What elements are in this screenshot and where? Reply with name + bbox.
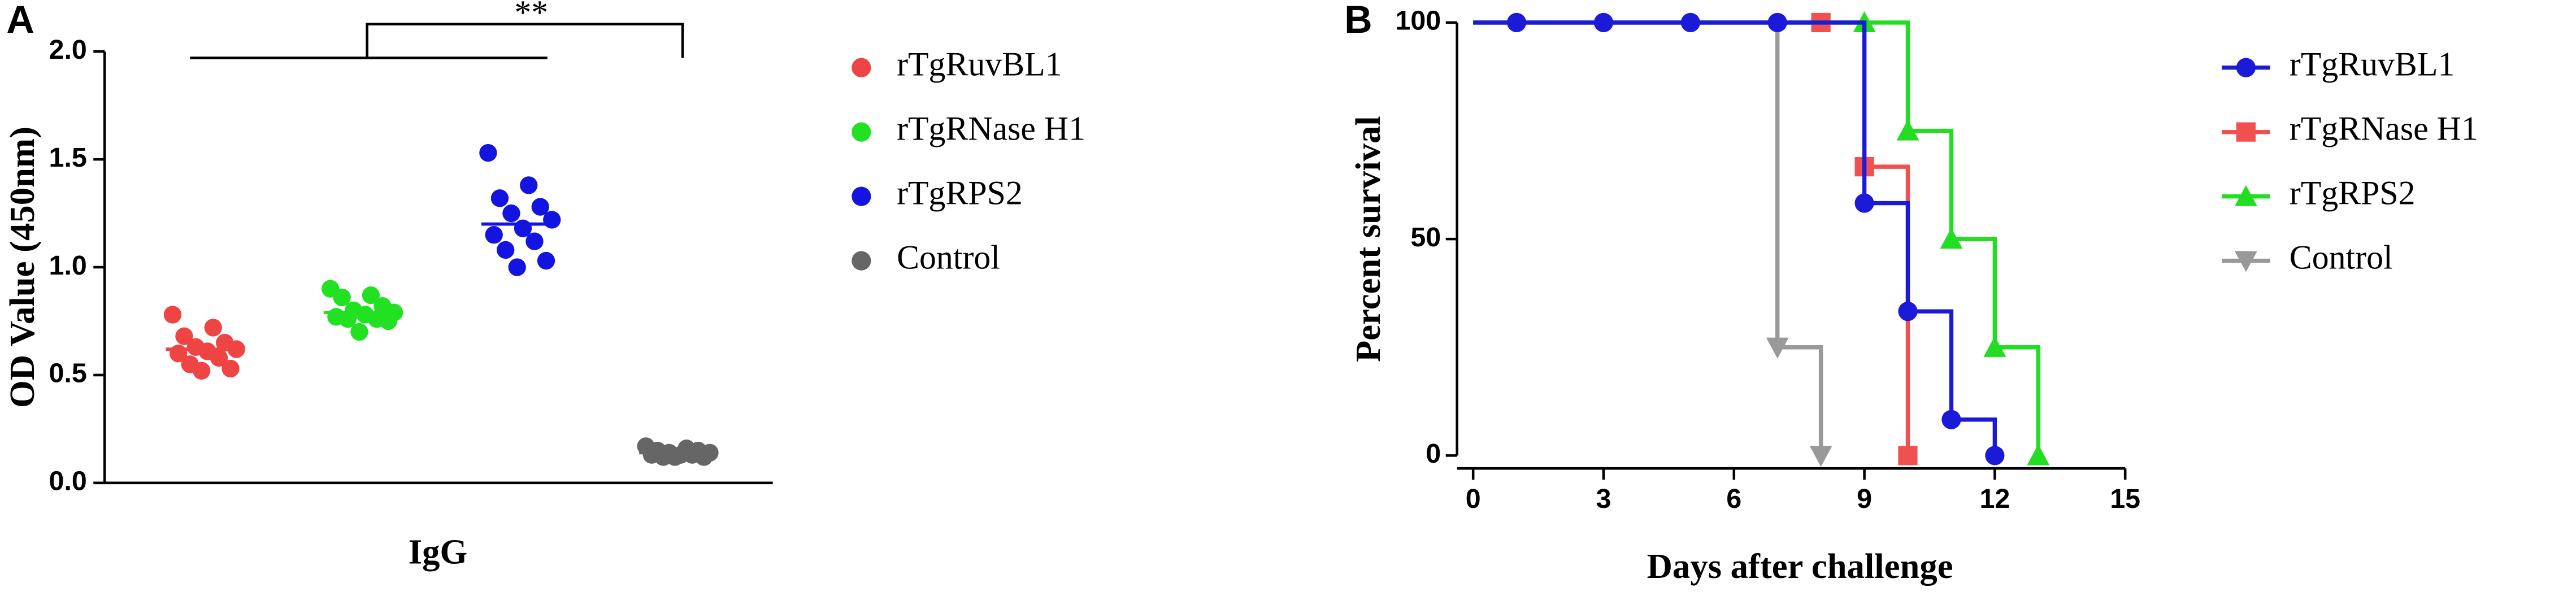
- marker: [1809, 446, 1832, 467]
- y-tick-label: 0.0: [49, 466, 87, 497]
- marker: [2027, 444, 2050, 466]
- marker: [2236, 122, 2256, 142]
- significance: **: [514, 0, 548, 31]
- dot: [338, 310, 357, 328]
- legend-marker: [852, 122, 871, 142]
- panel-label: A: [6, 0, 34, 41]
- legend-label: rTgRNase H1: [897, 110, 1085, 147]
- dot: [163, 306, 182, 324]
- dot: [666, 448, 684, 466]
- dot: [497, 241, 515, 259]
- dot: [479, 143, 497, 162]
- legend-marker: [852, 251, 871, 271]
- survival-line: [1473, 20, 2041, 456]
- y-tick-label: 2.0: [49, 34, 87, 65]
- survival-line: [1473, 20, 1823, 456]
- dot: [508, 258, 526, 276]
- legend-label: rTgRuvBL1: [897, 45, 1062, 82]
- x-tick-label: 6: [1726, 484, 1741, 514]
- y-tick-label: 0: [1426, 438, 1441, 469]
- legend-label: rTgRPS2: [2290, 174, 2416, 211]
- marker: [1593, 12, 1614, 32]
- dot: [221, 359, 240, 378]
- dot: [695, 448, 713, 466]
- legend-label: rTgRPS2: [897, 174, 1023, 211]
- marker: [2236, 58, 2256, 77]
- dot: [543, 211, 561, 229]
- dot: [502, 204, 520, 223]
- bracket: [366, 23, 684, 58]
- dot: [362, 286, 380, 304]
- y-axis-title: Percent survival: [1348, 116, 1388, 362]
- dot: [531, 198, 549, 216]
- marker: [1766, 337, 1789, 359]
- marker: [2234, 185, 2257, 206]
- marker: [1941, 410, 1961, 429]
- survival-line: [1473, 20, 1997, 456]
- dot: [210, 349, 228, 367]
- marker: [2234, 251, 2257, 272]
- marker: [1896, 119, 1919, 141]
- dot: [490, 189, 509, 207]
- y-tick-label: 100: [1395, 6, 1441, 36]
- x-tick-label: 15: [2110, 484, 2140, 514]
- dot: [193, 362, 211, 380]
- dot: [537, 251, 555, 270]
- legend-label: rTgRNase H1: [2290, 110, 2478, 147]
- marker: [1983, 336, 2006, 357]
- y-tick-label: 50: [1410, 222, 1441, 253]
- legend-marker: [852, 58, 871, 77]
- dot: [520, 176, 538, 194]
- dot: [525, 232, 544, 250]
- panel-label: B: [1344, 0, 1372, 41]
- y-tick-label: 1.5: [49, 142, 87, 173]
- marker: [1507, 12, 1527, 32]
- marker: [1940, 228, 1963, 249]
- legend-label: Control: [897, 238, 1000, 276]
- marker: [1898, 302, 1918, 321]
- survival-line: [1473, 20, 1910, 456]
- dot: [379, 312, 397, 330]
- dot: [204, 319, 222, 337]
- dot: [350, 323, 368, 341]
- axis: [103, 51, 773, 485]
- x-tick-label: 12: [1979, 484, 2010, 514]
- marker: [1898, 446, 1918, 466]
- legend-label: Control: [2290, 238, 2393, 276]
- x-tick-label: 3: [1596, 484, 1611, 514]
- legend-marker: [852, 186, 871, 206]
- dot: [175, 327, 193, 345]
- marker: [1767, 12, 1787, 32]
- x-tick-label: 0: [1466, 484, 1481, 514]
- x-tick-label: 9: [1857, 484, 1872, 514]
- marker: [1985, 446, 2005, 466]
- legend-label: rTgRuvBL1: [2290, 45, 2455, 82]
- marker: [1680, 12, 1700, 32]
- marker: [1854, 193, 1874, 213]
- x-axis-title: Days after challenge: [1647, 546, 1953, 586]
- dot: [333, 288, 351, 307]
- y-tick-label: 0.5: [49, 358, 87, 389]
- y-tick-label: 1.0: [49, 250, 87, 281]
- dot: [485, 226, 503, 244]
- x-axis-title: IgG: [409, 532, 467, 571]
- y-axis-title: OD Value (450nm): [2, 127, 42, 408]
